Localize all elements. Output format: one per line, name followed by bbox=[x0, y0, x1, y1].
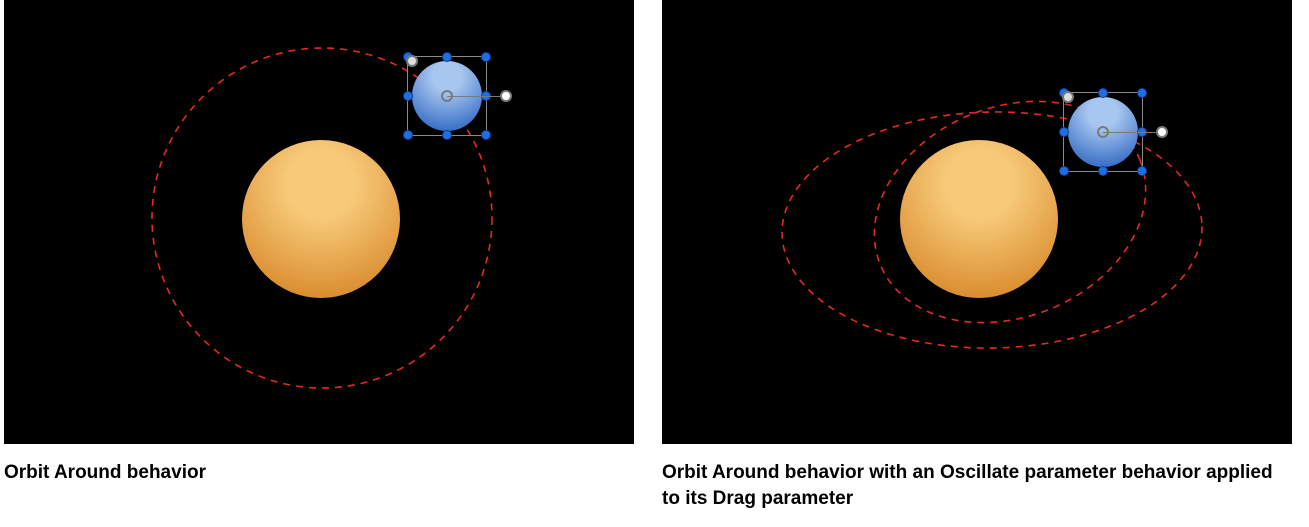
panel-left: Orbit Around behavior bbox=[4, 0, 634, 511]
canvas-left bbox=[4, 0, 634, 444]
drop-zone-handle[interactable] bbox=[1062, 91, 1074, 103]
selection-handle[interactable] bbox=[481, 52, 491, 62]
rotation-handle-line bbox=[1103, 132, 1161, 133]
selection-handle[interactable] bbox=[403, 130, 413, 140]
selection-handle[interactable] bbox=[442, 130, 452, 140]
selection-handle[interactable] bbox=[1059, 127, 1069, 137]
canvas-right bbox=[662, 0, 1292, 444]
selection-handle[interactable] bbox=[403, 91, 413, 101]
selection-box[interactable] bbox=[1063, 92, 1143, 172]
selection-handle[interactable] bbox=[1098, 166, 1108, 176]
rotation-handle[interactable] bbox=[500, 90, 512, 102]
rotation-handle-line bbox=[447, 96, 505, 97]
selection-box[interactable] bbox=[407, 56, 487, 136]
rotation-handle[interactable] bbox=[1156, 126, 1168, 138]
selection-handle[interactable] bbox=[481, 130, 491, 140]
sun-sphere bbox=[900, 140, 1058, 298]
panel-right: Orbit Around behavior with an Oscillate … bbox=[662, 0, 1292, 511]
caption-right: Orbit Around behavior with an Oscillate … bbox=[662, 460, 1292, 511]
sun-sphere bbox=[242, 140, 400, 298]
selection-handle[interactable] bbox=[1137, 166, 1147, 176]
selection-handle[interactable] bbox=[1059, 166, 1069, 176]
drop-zone-handle[interactable] bbox=[406, 55, 418, 67]
caption-left: Orbit Around behavior bbox=[4, 460, 634, 486]
selection-handle[interactable] bbox=[1098, 88, 1108, 98]
selection-handle[interactable] bbox=[1137, 88, 1147, 98]
selection-handle[interactable] bbox=[442, 52, 452, 62]
